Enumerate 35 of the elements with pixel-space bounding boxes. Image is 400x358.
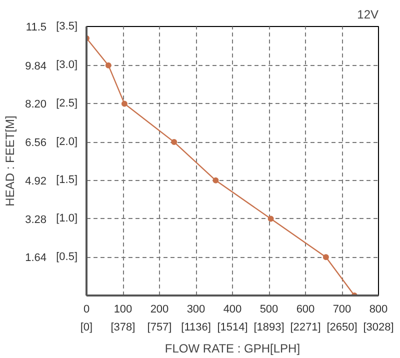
y-tick-label: 6.56 <box>25 137 47 150</box>
y2-tick-label: [3.0] <box>56 58 78 71</box>
y2-tick-label: [3.5] <box>56 20 78 32</box>
y-axis-title: HEAD : FEET[M] <box>3 116 18 206</box>
y2-tick-label: [2.5] <box>56 97 78 110</box>
x-tick-label: 100 <box>114 304 132 316</box>
y2-tick-label: [2.0] <box>56 136 78 148</box>
x2-tick-label: [757] <box>147 322 172 334</box>
x2-tick-label: [1893] <box>254 322 284 334</box>
y2-tick-label: [1.0] <box>56 212 78 225</box>
x-axis-title: FLOW RATE : GPH[LPH] <box>164 342 300 356</box>
x-tick-label: 400 <box>223 304 242 316</box>
x-tick-label: 200 <box>150 304 169 316</box>
x2-tick-label: [3028] <box>363 322 394 334</box>
x2-tick-label: [2271] <box>290 322 321 334</box>
y-tick-label: 3.28 <box>25 214 47 226</box>
y-tick-label: 11.5 <box>26 22 46 34</box>
x-tick-label: 500 <box>260 304 278 316</box>
y-tick-label: 4.92 <box>25 175 47 188</box>
x2-tick-label: [378] <box>110 322 136 334</box>
x2-tick-label: [1514] <box>217 322 248 334</box>
x-tick-label: 700 <box>332 304 352 316</box>
chart-title: 12V <box>357 8 379 22</box>
y2-tick-label: [0.5] <box>56 251 78 264</box>
x-tick-label: 300 <box>186 304 206 316</box>
y-tick-label: 9.84 <box>25 60 47 72</box>
y2-tick-label: [1.5] <box>56 174 78 186</box>
x2-tick-label: [0] <box>80 322 93 334</box>
x-tick-label: 800 <box>369 304 388 316</box>
x2-tick-label: [2650] <box>326 322 358 334</box>
x2-tick-label: [1136] <box>181 322 211 334</box>
x-tick-label: 600 <box>296 304 315 316</box>
x-tick-label: 0 <box>83 304 90 316</box>
y-tick-label: 8.20 <box>25 98 47 111</box>
y-tick-label: 1.64 <box>25 252 47 264</box>
